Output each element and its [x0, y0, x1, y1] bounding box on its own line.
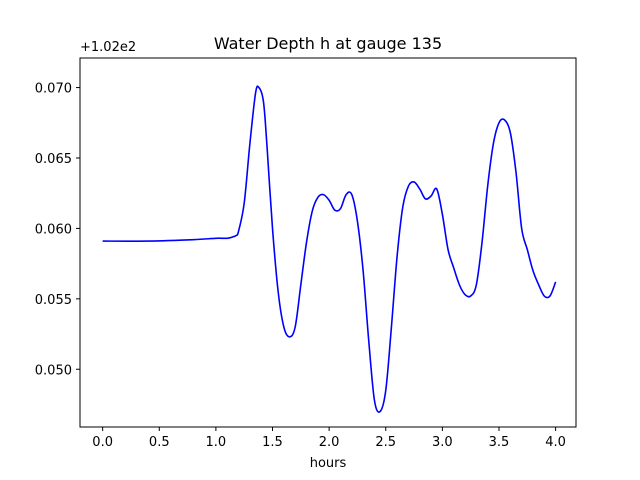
x-tick-label: 1.5	[262, 435, 283, 450]
plot-area	[102, 85, 557, 413]
x-tick-label: 0.5	[149, 435, 170, 450]
y-tick-label: 0.070	[35, 82, 72, 97]
y-tick-label: 0.055	[35, 293, 72, 308]
x-tick-label: 4.0	[545, 435, 566, 450]
y-offset-label: +1.02e2	[80, 40, 136, 55]
chart-title: Water Depth h at gauge 135	[214, 34, 442, 53]
y-axis: 0.050 0.055 0.060 0.065 0.070	[35, 82, 80, 378]
x-axis: 0.0 0.5 1.0 1.5 2.0 2.5 3.0 3.5 4.0	[92, 427, 566, 450]
y-tick-label: 0.060	[35, 222, 72, 237]
y-tick-label: 0.065	[35, 152, 72, 167]
x-axis-label: hours	[310, 456, 347, 471]
y-tick-label: 0.050	[35, 363, 72, 378]
x-tick-label: 2.5	[375, 435, 396, 450]
series-line-0	[102, 85, 557, 413]
x-tick-label: 3.5	[489, 435, 510, 450]
x-tick-label: 1.0	[206, 435, 227, 450]
x-tick-label: 2.0	[319, 435, 340, 450]
x-tick-label: 0.0	[92, 435, 113, 450]
x-tick-label: 3.0	[432, 435, 453, 450]
axes-frame	[79, 57, 577, 428]
